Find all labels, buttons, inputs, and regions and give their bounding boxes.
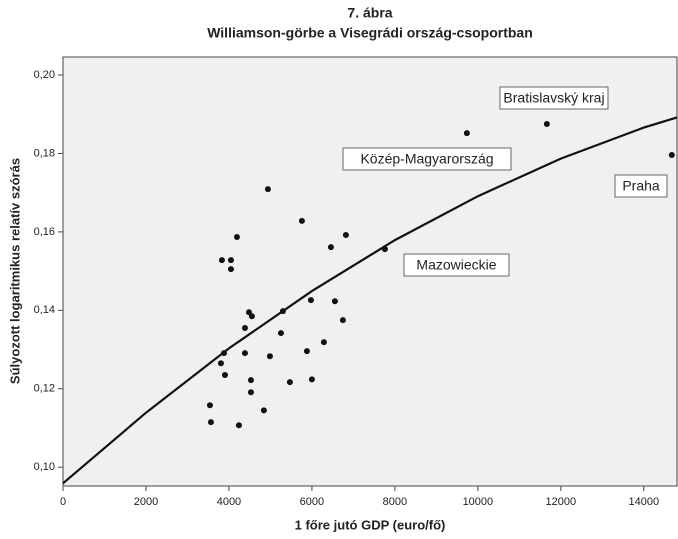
annotation-box: [403, 253, 510, 277]
data-point: [286, 379, 293, 386]
chart-title: 7. ábra: [347, 5, 392, 21]
data-point: [207, 419, 214, 426]
plot-area: [62, 56, 678, 487]
data-point: [308, 376, 315, 383]
y-tick-label: 0,18: [34, 147, 55, 159]
x-tick-label: 12000: [546, 496, 577, 508]
data-point: [241, 350, 248, 357]
chart-subtitle: Williamson-görbe a Visegrádi ország-csop…: [207, 25, 533, 41]
data-point: [248, 313, 255, 320]
data-point: [218, 257, 225, 264]
x-tick-label: 2000: [134, 496, 158, 508]
data-point: [247, 377, 254, 384]
x-axis-title: 1 főre jutó GDP (euro/fő): [295, 517, 446, 532]
x-tick-label: 10000: [463, 496, 494, 508]
x-tick-label: 0: [60, 496, 66, 508]
annotation: Bratislavský kraj: [503, 90, 604, 106]
data-point: [260, 407, 267, 414]
data-point: [543, 121, 550, 128]
data-point: [331, 298, 338, 305]
data-point: [266, 353, 273, 360]
data-point: [233, 233, 240, 240]
y-tick-label: 0,20: [34, 69, 55, 81]
data-point: [221, 372, 228, 379]
data-point: [298, 217, 305, 224]
y-tick-label: 0,12: [34, 383, 55, 395]
data-point: [217, 360, 224, 367]
data-point: [307, 297, 314, 304]
data-point: [463, 130, 470, 137]
data-point: [342, 232, 349, 239]
data-point: [247, 389, 254, 396]
y-tick-label: 0,10: [34, 461, 55, 473]
data-point: [279, 308, 286, 315]
x-tick-label: 6000: [300, 496, 324, 508]
annotation: Közép-Magyarország: [360, 151, 493, 167]
data-point: [235, 422, 242, 429]
data-point: [241, 324, 248, 331]
annotation-box: [614, 174, 668, 198]
x-tick-label: 8000: [383, 496, 407, 508]
data-point: [381, 246, 388, 253]
x-tick-label: 4000: [217, 496, 241, 508]
data-point: [668, 152, 675, 159]
annotation: Mazowieckie: [416, 257, 496, 273]
data-point: [264, 186, 271, 193]
data-point: [320, 339, 327, 346]
data-point: [227, 266, 234, 273]
annotation: Praha: [622, 178, 660, 194]
y-tick-label: 0,16: [34, 226, 55, 238]
data-point: [327, 244, 334, 251]
fit-curve: [62, 116, 678, 485]
y-axis-title: Súlyozott logaritmikus relatív szórás: [7, 158, 22, 384]
data-point: [220, 350, 227, 357]
data-point: [303, 348, 310, 355]
x-tick-label: 14000: [629, 496, 660, 508]
y-tick-label: 0,14: [34, 304, 55, 316]
data-point: [277, 330, 284, 337]
data-point: [227, 257, 234, 264]
data-point: [339, 317, 346, 324]
annotation-box: [499, 86, 609, 110]
annotation-box: [342, 147, 512, 171]
data-point: [206, 402, 213, 409]
